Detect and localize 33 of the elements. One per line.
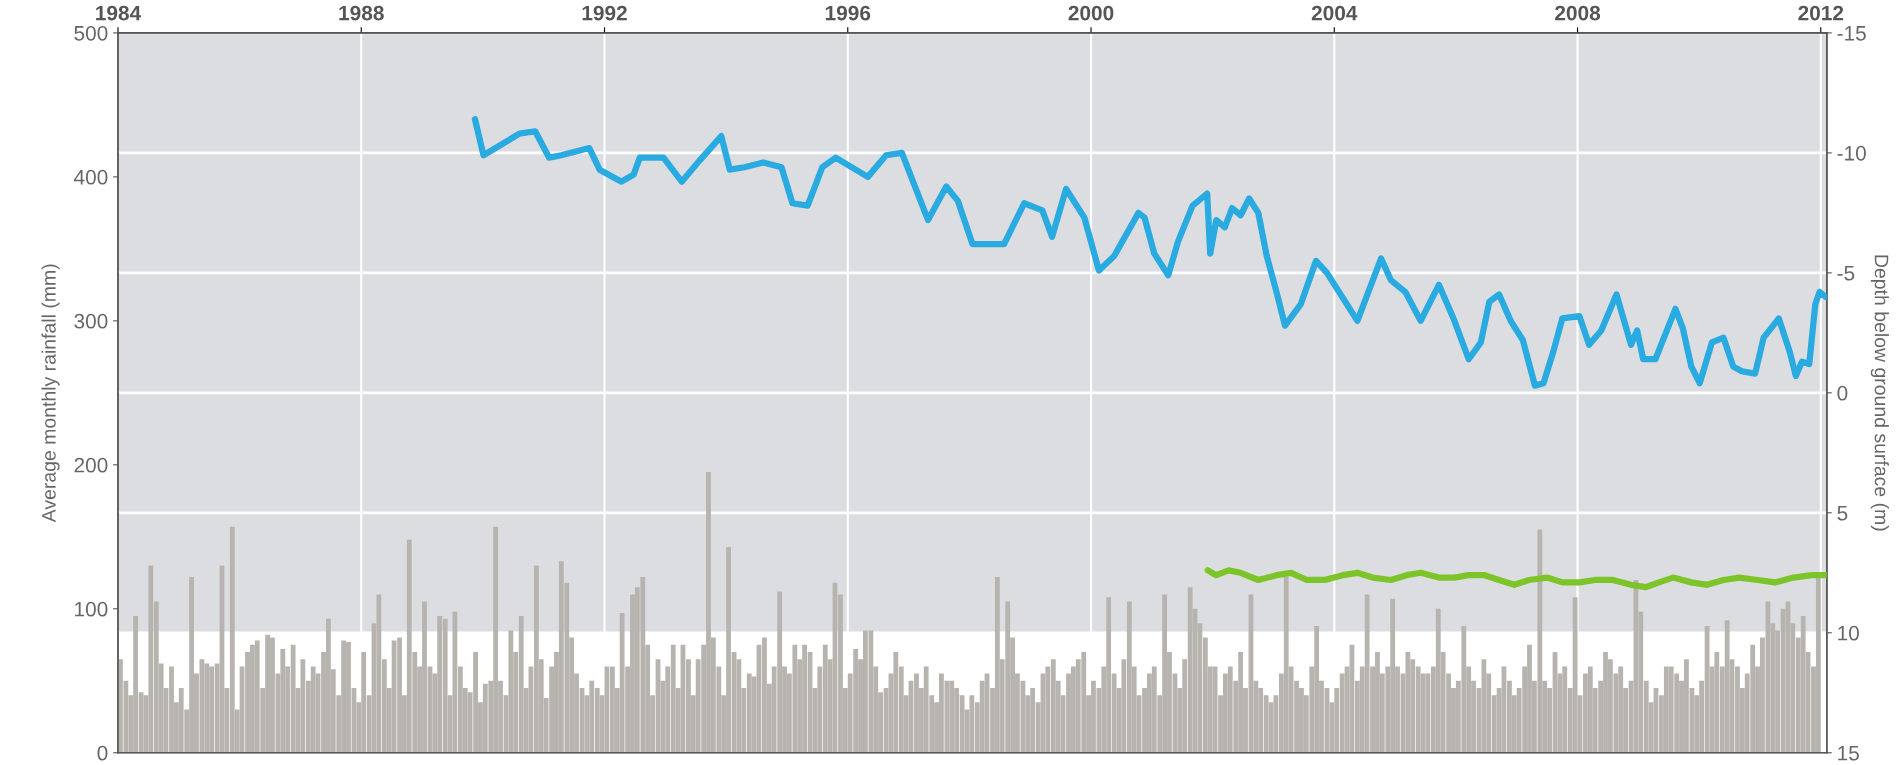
y-tick-label: 0: [97, 745, 108, 761]
y2-tick-label: -5: [1837, 266, 1855, 281]
y-tick-label: 300: [74, 313, 108, 329]
y2-tick-label: 0: [1837, 385, 1848, 401]
y2-tick-label: 15: [1838, 745, 1859, 761]
y-tick-label: 200: [74, 457, 108, 473]
bar: [1815, 575, 1821, 753]
y2-tick-label: -15: [1837, 26, 1866, 41]
x-tick-label: 2004: [1311, 5, 1358, 21]
y2-tick-label: 10: [1838, 625, 1859, 641]
y-tick-label: 100: [75, 601, 108, 617]
bar: [1572, 597, 1578, 753]
x-tick-label: 1992: [582, 5, 627, 21]
bar: [1481, 659, 1487, 753]
y2-axis-title: Depth below ground surface (m): [1870, 255, 1889, 531]
x-tick-label: 1988: [339, 5, 384, 21]
x-tick-label: 2008: [1555, 5, 1601, 21]
y-tick-label: 400: [73, 169, 108, 185]
y2-tick-label: 5: [1837, 506, 1848, 521]
y2-tick-label: -10: [1837, 145, 1866, 161]
x-tick-label: 2012: [1798, 5, 1844, 21]
bar: [204, 663, 210, 753]
bar: [1405, 651, 1411, 753]
x-tick-label: 2000: [1068, 5, 1114, 21]
x-tick-label: 1996: [825, 5, 871, 21]
bar: [1724, 620, 1730, 753]
bar: [1800, 615, 1806, 753]
y-axis-title: Average monthly rainfall (mm): [41, 264, 60, 523]
bar: [280, 649, 286, 753]
x-tick-label: 1984: [96, 5, 142, 21]
bar: [508, 630, 514, 753]
bar: [310, 666, 316, 753]
y-tick-label: 500: [74, 25, 108, 41]
